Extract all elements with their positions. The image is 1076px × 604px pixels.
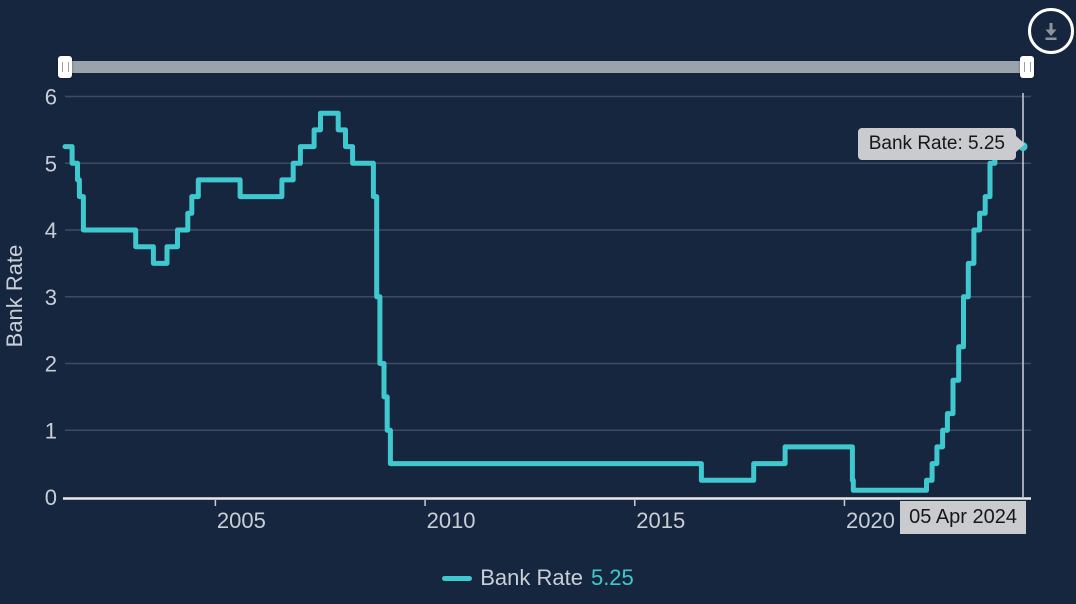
y-axis-label-2: 2 xyxy=(45,352,57,377)
y-axis-label-4: 4 xyxy=(45,218,57,243)
download-arrow-icon xyxy=(1045,23,1057,40)
y-axis-label-3: 3 xyxy=(45,285,57,310)
y-axis-label-6: 6 xyxy=(45,85,57,110)
x-axis-label-2010: 2010 xyxy=(427,508,476,533)
range-slider-track[interactable] xyxy=(58,56,1034,78)
tooltip: Bank Rate: 5.25 xyxy=(857,128,1016,160)
legend-line-icon xyxy=(442,575,473,581)
y-axis-label-1: 1 xyxy=(45,418,57,443)
range-slider-handle-right[interactable] xyxy=(1020,56,1034,78)
x-axis-label-2015: 2015 xyxy=(636,508,685,533)
grip-lines-icon xyxy=(1023,62,1031,72)
y-axis-title: Bank Rate xyxy=(2,245,27,348)
series-line-bank-rate xyxy=(62,110,1026,493)
x-axis-label-2005: 2005 xyxy=(217,508,266,533)
y-axis-label-0: 0 xyxy=(45,485,57,510)
download-button[interactable] xyxy=(1028,8,1074,54)
legend-label: Bank Rate xyxy=(480,565,583,590)
x-axis-label-2020: 2020 xyxy=(846,508,895,533)
y-axis-label-5: 5 xyxy=(45,151,57,176)
range-slider-handle-left[interactable] xyxy=(58,56,72,78)
legend-item-bank-rate[interactable]: Bank Rate 5.25 xyxy=(0,565,1076,591)
grip-lines-icon xyxy=(61,62,69,72)
legend-value: 5.25 xyxy=(590,565,634,590)
x-axis-date-label: 05 Apr 2024 xyxy=(900,501,1026,534)
